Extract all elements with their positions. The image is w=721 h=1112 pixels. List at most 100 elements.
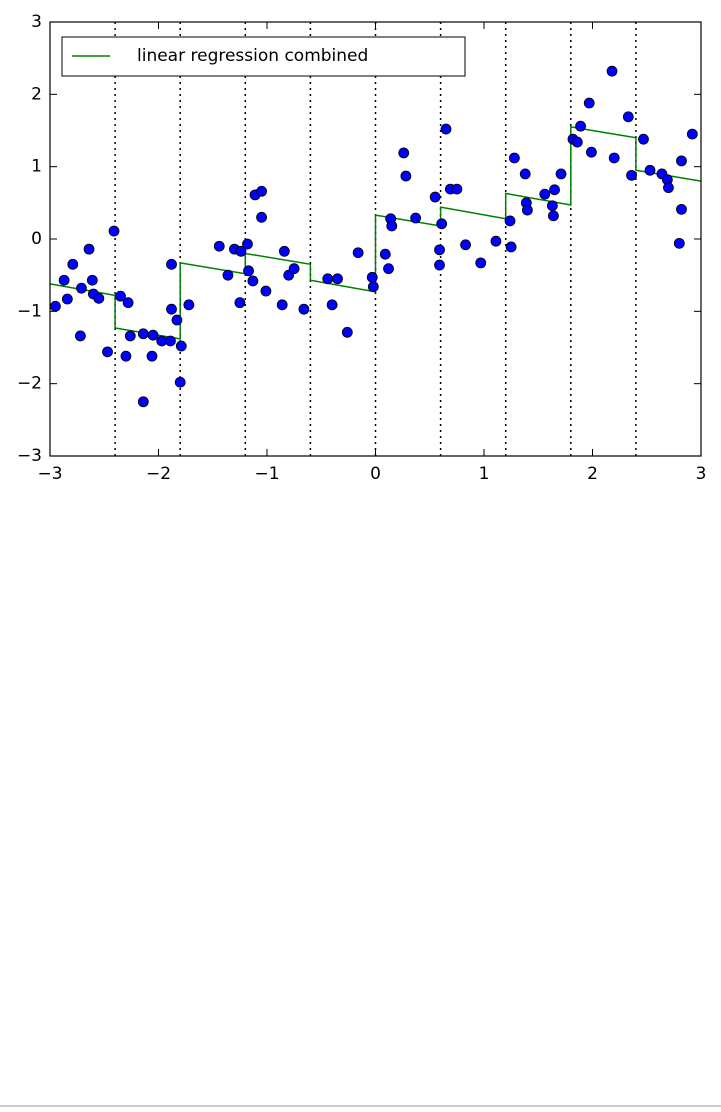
data-point (222, 269, 234, 281)
data-point (102, 346, 113, 358)
data-point (108, 225, 120, 237)
data-point (137, 328, 149, 340)
data-point (352, 247, 364, 259)
data-point (276, 299, 288, 311)
legend-label: linear regression combined (137, 46, 368, 66)
data-point (440, 123, 452, 135)
data-point (549, 184, 560, 196)
data-point (50, 300, 61, 312)
data-point (288, 263, 300, 275)
data-point (67, 258, 79, 270)
data-point (638, 133, 649, 145)
data-point (546, 200, 558, 212)
data-point (644, 164, 656, 176)
data-point (505, 241, 517, 253)
data-point (332, 273, 343, 285)
data-point (322, 273, 334, 285)
data-point (83, 243, 95, 255)
data-point (451, 183, 463, 195)
data-point (235, 245, 247, 257)
data-point (663, 182, 674, 194)
data-point (213, 240, 225, 252)
data-point (122, 297, 134, 309)
x-tick-label: −2 (146, 464, 171, 484)
data-point (434, 244, 445, 256)
y-tick-label: 2 (31, 84, 42, 104)
data-point (124, 330, 136, 342)
data-point (174, 376, 186, 388)
data-point (676, 203, 687, 215)
data-point (93, 292, 105, 304)
data-point (165, 335, 176, 347)
data-point (586, 146, 597, 158)
data-point (504, 215, 516, 227)
data-point (166, 303, 177, 315)
data-point (436, 218, 448, 230)
data-point (171, 314, 183, 326)
data-point (256, 185, 267, 197)
data-point (626, 169, 637, 181)
data-point (622, 111, 634, 123)
y-tick-label: −3 (17, 446, 42, 466)
x-tick-label: 3 (696, 464, 707, 484)
data-point (175, 340, 187, 352)
data-point (298, 303, 310, 315)
y-tick-label: 3 (31, 12, 42, 32)
y-tick-label: 1 (31, 157, 42, 177)
data-point (583, 97, 595, 109)
x-tick-label: 2 (587, 464, 598, 484)
data-point (183, 299, 195, 311)
data-point (74, 330, 86, 342)
data-point (571, 136, 583, 148)
y-tick-label: 0 (31, 229, 42, 249)
data-point (247, 275, 259, 287)
data-point (146, 350, 158, 362)
legend-box (61, 36, 466, 77)
data-point (379, 248, 391, 260)
data-point (434, 259, 445, 271)
data-point (508, 152, 520, 164)
data-point (326, 299, 338, 311)
y-tick-label: −2 (17, 374, 42, 394)
data-point (673, 237, 685, 249)
data-point (398, 147, 410, 159)
data-point (243, 265, 254, 277)
data-point (137, 396, 149, 408)
data-point (460, 239, 471, 251)
x-tick-label: −1 (254, 464, 279, 484)
data-point (234, 297, 246, 309)
data-point (548, 210, 559, 222)
data-point (400, 170, 412, 182)
data-point (120, 350, 132, 362)
data-point (86, 274, 98, 286)
data-point (61, 293, 73, 305)
data-point (490, 235, 502, 247)
data-point (522, 204, 533, 216)
data-point (383, 263, 394, 275)
data-point (519, 168, 531, 180)
data-point (366, 271, 378, 283)
data-point (115, 290, 126, 302)
data-point (58, 274, 70, 286)
data-point (386, 220, 398, 232)
data-point (539, 188, 551, 200)
data-point (555, 168, 567, 180)
y-tick-label: −1 (17, 301, 42, 321)
data-point (410, 212, 422, 224)
data-point (429, 191, 441, 203)
data-point (608, 152, 620, 164)
data-point (260, 285, 272, 297)
data-point (242, 238, 253, 250)
data-point (76, 282, 87, 294)
data-point (475, 257, 487, 269)
data-point (256, 211, 267, 223)
data-point (166, 258, 177, 270)
data-point (367, 281, 379, 293)
data-point (606, 65, 618, 77)
data-point (575, 120, 586, 132)
data-point (686, 128, 698, 140)
data-point (147, 329, 159, 341)
